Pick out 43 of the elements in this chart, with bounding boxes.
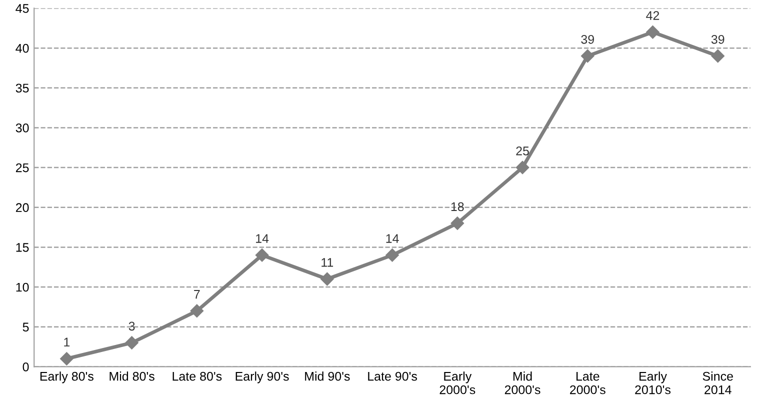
x-tick-label: Late 90's bbox=[368, 372, 417, 381]
y-tick-label: 10 bbox=[16, 282, 29, 292]
y-tick-label: 20 bbox=[16, 203, 29, 212]
point bbox=[60, 352, 74, 366]
y-tick-label: 45 bbox=[16, 4, 29, 13]
data-label: 18 bbox=[451, 202, 464, 212]
x-tick-label: Since 2014 bbox=[702, 372, 733, 394]
point bbox=[320, 272, 334, 286]
point bbox=[516, 160, 530, 174]
y-tick-label: 0 bbox=[22, 362, 29, 372]
x-tick-label: Early 80's bbox=[40, 372, 94, 384]
point bbox=[190, 304, 204, 318]
point bbox=[386, 248, 399, 262]
data-label: 7 bbox=[194, 290, 200, 299]
point bbox=[646, 26, 660, 39]
x-tick-label: Early 2000's bbox=[440, 372, 476, 394]
x-tick-label: Late 2000's bbox=[570, 372, 606, 394]
y-tick-label: 40 bbox=[16, 44, 29, 53]
point bbox=[711, 49, 724, 63]
point bbox=[581, 49, 594, 63]
x-tick-label: Early 90's bbox=[236, 372, 289, 384]
y-tick-label: 25 bbox=[16, 163, 29, 172]
data-label: 3 bbox=[128, 322, 135, 331]
data-label: 1 bbox=[64, 338, 70, 346]
data-label: 14 bbox=[386, 234, 399, 243]
x-tick-label: Mid 90's bbox=[305, 372, 350, 381]
data-label: 42 bbox=[646, 11, 660, 20]
y-tick-label: 5 bbox=[22, 322, 29, 332]
x-tick-label: Early 2010's bbox=[635, 372, 671, 394]
data-label: 11 bbox=[322, 258, 334, 267]
y-tick-label: 30 bbox=[16, 124, 29, 132]
data-label: 39 bbox=[581, 34, 594, 44]
point bbox=[450, 216, 464, 230]
x-tick-label: Mid 80's bbox=[110, 372, 154, 381]
y-tick-label: 15 bbox=[16, 243, 29, 252]
data-label: 14 bbox=[256, 234, 269, 243]
point bbox=[125, 336, 138, 350]
data-label: 39 bbox=[711, 34, 724, 44]
x-tick-label: Mid 2000's bbox=[504, 372, 540, 394]
y-tick-label: 35 bbox=[16, 84, 29, 93]
point bbox=[255, 248, 269, 262]
x-tick-label: Late 80's bbox=[172, 372, 222, 381]
data-label: 25 bbox=[516, 146, 529, 156]
